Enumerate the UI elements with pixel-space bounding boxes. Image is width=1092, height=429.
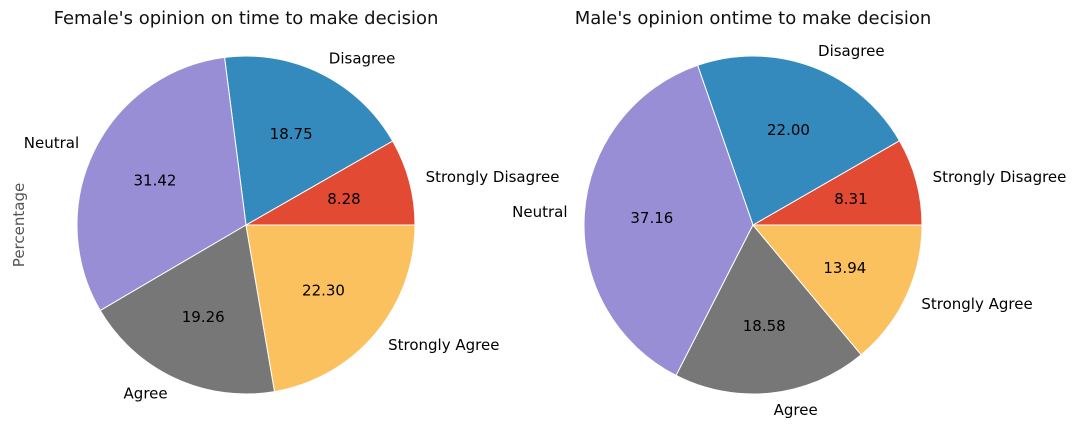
male-pie-chart: Male's opinion ontime to make decision 8.… [512,8,1066,419]
male-value-label-agree: 18.58 [743,317,786,335]
female-value-label-agree: 19.26 [182,308,225,326]
female-value-label-neutral: 31.42 [134,171,177,189]
male-slice-neutral [583,64,754,377]
female-slice-neutral [76,56,247,312]
female-slice-strongly-disagree [244,140,416,226]
female-category-label-strongly-disagree: Strongly Disagree [426,168,560,186]
female-value-label-disagree: 18.75 [270,125,313,143]
female-category-label-agree: Agree [124,385,168,403]
female-value-label-strongly-agree: 22.30 [302,281,345,299]
male-value-label-strongly-agree: 13.94 [823,259,866,277]
female-pie-chart: Female's opinion on time to make decisio… [10,8,559,403]
male-slice-disagree [696,55,901,226]
female-chart-title: Female's opinion on time to make decisio… [54,8,439,29]
male-value-label-neutral: 37.16 [630,209,673,227]
female-y-axis-label: Percentage [10,183,28,267]
male-chart-title: Male's opinion ontime to make decision [575,8,932,29]
male-value-label-strongly-disagree: 8.31 [834,190,867,208]
female-category-label-neutral: Neutral [24,134,79,152]
female-slice-disagree [223,55,394,226]
female-value-label-strongly-disagree: 8.28 [327,190,360,208]
male-slice-strongly-disagree [751,140,923,226]
female-slice-agree [99,224,276,395]
female-slice-strongly-agree [245,224,416,393]
male-category-label-neutral: Neutral [512,203,567,221]
male-category-label-strongly-agree: Strongly Agree [921,295,1032,313]
male-category-label-strongly-disagree: Strongly Disagree [933,168,1067,186]
male-category-label-agree: Agree [774,401,818,419]
female-category-label-disagree: Disagree [329,50,396,68]
male-value-label-disagree: 22.00 [767,121,810,139]
male-category-label-disagree: Disagree [818,42,885,60]
male-slice-strongly-agree [751,224,923,356]
female-category-label-strongly-agree: Strongly Agree [388,336,499,354]
male-slice-agree [675,224,862,395]
